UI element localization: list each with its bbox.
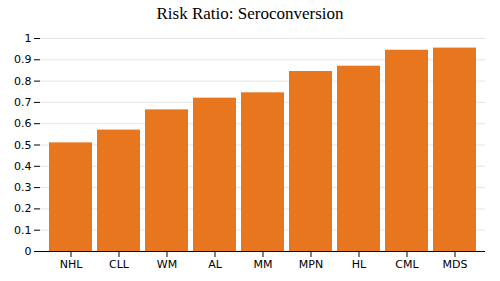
svg-text:WM: WM (157, 258, 177, 271)
svg-text:0.4: 0.4 (14, 160, 32, 173)
svg-text:0.2: 0.2 (14, 202, 32, 215)
svg-text:HL: HL (352, 258, 367, 271)
svg-text:CML: CML (395, 258, 419, 271)
svg-text:0.1: 0.1 (14, 224, 32, 237)
svg-text:1: 1 (25, 32, 32, 45)
svg-text:0.3: 0.3 (14, 181, 32, 194)
svg-text:NHL: NHL (60, 258, 84, 271)
svg-text:0.7: 0.7 (14, 96, 32, 109)
svg-text:MDS: MDS (443, 258, 468, 271)
svg-text:0.9: 0.9 (14, 53, 32, 66)
svg-text:MM: MM (254, 258, 273, 271)
svg-text:MPN: MPN (299, 258, 323, 271)
svg-text:CLL: CLL (109, 258, 130, 271)
svg-text:0.5: 0.5 (14, 139, 32, 152)
svg-text:0: 0 (25, 245, 32, 258)
svg-text:0.8: 0.8 (14, 75, 32, 88)
html-text:Risk Ratio: Seroconversion: Risk Ratio: Seroconversion (156, 4, 344, 23)
svg-text:0.6: 0.6 (14, 117, 32, 130)
svg-text:AL: AL (208, 258, 223, 271)
